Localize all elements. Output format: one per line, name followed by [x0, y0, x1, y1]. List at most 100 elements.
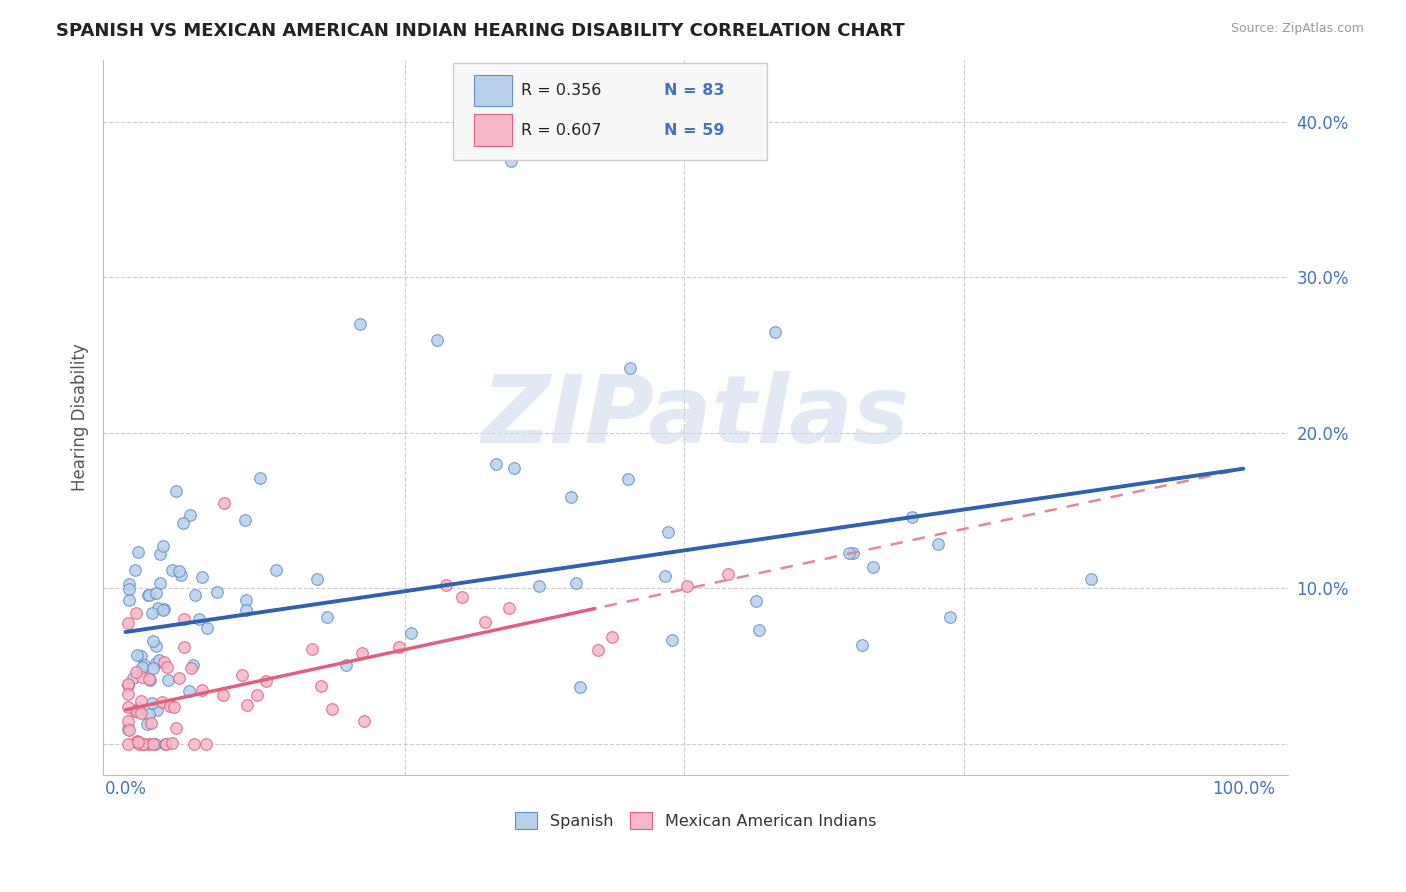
Point: [474, 615, 496, 629]
Point: [141, 606, 163, 620]
Point: [117, 722, 139, 736]
Point: [153, 655, 176, 669]
Point: [212, 496, 235, 510]
Point: [616, 472, 638, 486]
Point: [138, 737, 160, 751]
Point: [212, 688, 235, 702]
Text: N = 83: N = 83: [664, 83, 724, 98]
Point: [160, 736, 183, 750]
Point: [155, 737, 177, 751]
Point: [1080, 573, 1102, 587]
Point: [451, 590, 474, 604]
Point: [155, 737, 177, 751]
FancyBboxPatch shape: [474, 114, 512, 145]
Text: Source: ZipAtlas.com: Source: ZipAtlas.com: [1230, 22, 1364, 36]
Point: [145, 639, 167, 653]
Point: [748, 623, 770, 637]
Point: [426, 333, 449, 347]
Point: [117, 737, 139, 751]
Point: [127, 545, 149, 559]
Point: [156, 660, 179, 674]
Point: [619, 361, 641, 376]
Point: [134, 658, 156, 673]
Point: [180, 661, 202, 675]
Point: [307, 572, 329, 586]
Point: [169, 564, 191, 578]
Point: [316, 610, 339, 624]
Point: [350, 646, 373, 660]
Point: [399, 626, 422, 640]
Point: [173, 612, 195, 626]
FancyBboxPatch shape: [474, 75, 512, 106]
Point: [125, 734, 148, 748]
Point: [131, 669, 153, 683]
Point: [301, 642, 323, 657]
Point: [266, 563, 288, 577]
Point: [117, 678, 139, 692]
Point: [124, 704, 146, 718]
Point: [190, 682, 212, 697]
FancyBboxPatch shape: [453, 63, 766, 160]
Point: [129, 648, 152, 663]
Point: [132, 737, 155, 751]
Point: [560, 491, 582, 505]
Point: [117, 687, 139, 701]
Point: [249, 471, 271, 485]
Point: [125, 704, 148, 718]
Point: [125, 606, 148, 620]
Point: [138, 588, 160, 602]
Point: [153, 601, 176, 615]
Point: [118, 582, 141, 596]
Point: [131, 660, 153, 674]
Point: [838, 546, 860, 560]
Point: [183, 658, 205, 673]
Point: [129, 694, 152, 708]
Point: [236, 698, 259, 712]
Point: [138, 588, 160, 602]
Point: [138, 706, 160, 721]
Point: [125, 665, 148, 680]
Point: [851, 638, 873, 652]
Y-axis label: Hearing Disability: Hearing Disability: [72, 343, 89, 491]
Point: [254, 674, 277, 689]
Point: [159, 699, 181, 714]
Point: [321, 702, 343, 716]
Point: [501, 153, 523, 168]
Point: [121, 671, 143, 685]
Point: [148, 652, 170, 666]
Point: [165, 721, 187, 735]
Point: [661, 632, 683, 647]
Point: [136, 717, 159, 731]
Point: [183, 737, 205, 751]
Point: [142, 737, 165, 751]
Text: N = 59: N = 59: [664, 122, 724, 137]
Point: [138, 673, 160, 688]
Point: [160, 563, 183, 577]
Point: [939, 610, 962, 624]
Point: [117, 714, 139, 728]
Text: SPANISH VS MEXICAN AMERICAN INDIAN HEARING DISABILITY CORRELATION CHART: SPANISH VS MEXICAN AMERICAN INDIAN HEARI…: [56, 22, 905, 40]
Point: [173, 640, 195, 654]
Point: [335, 658, 357, 673]
Point: [246, 688, 269, 702]
Point: [842, 546, 865, 560]
Point: [118, 577, 141, 591]
Point: [145, 656, 167, 670]
Point: [128, 737, 150, 751]
Point: [152, 603, 174, 617]
Point: [745, 594, 768, 608]
Point: [179, 508, 201, 523]
Point: [172, 516, 194, 531]
Point: [142, 633, 165, 648]
Point: [654, 569, 676, 583]
Point: [117, 723, 139, 738]
Point: [125, 648, 148, 662]
Point: [184, 588, 207, 602]
Point: [233, 513, 256, 527]
Point: [152, 539, 174, 553]
Point: [128, 700, 150, 714]
Point: [527, 578, 550, 592]
Point: [170, 568, 193, 582]
Point: [717, 566, 740, 581]
Point: [927, 537, 949, 551]
